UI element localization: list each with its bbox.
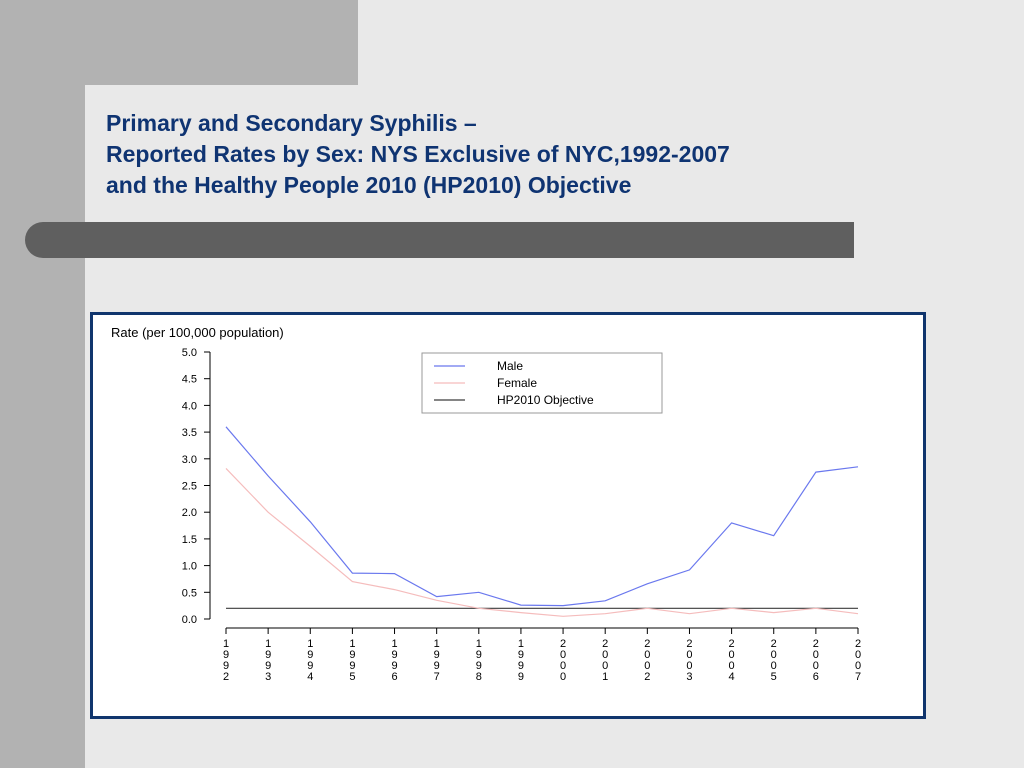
legend-label: HP2010 Objective xyxy=(497,393,594,407)
y-tick-label: 4.0 xyxy=(182,400,197,412)
title-divider-bar xyxy=(25,222,854,258)
left-decor-bar xyxy=(0,0,85,768)
series-line-female xyxy=(225,467,859,617)
y-axis-label: Rate (per 100,000 population) xyxy=(111,325,284,340)
y-tick-label: 2.5 xyxy=(182,481,197,493)
series-line-male xyxy=(225,426,859,607)
y-tick-label: 1.5 xyxy=(182,534,197,546)
y-tick-label: 0.5 xyxy=(182,587,197,599)
x-axis-ticks: 1 9 9 2 1 9 9 3 1 9 9 4 1 9 9 5 1 9 9 6 1 9 9 7 1 9 9 8 1 9 9 9 2 0 0 0 2 0 0 1… xyxy=(223,628,861,683)
y-tick-label: 1.0 xyxy=(182,561,197,573)
slide-title-line-2: Reported Rates by Sex: NYS Exclusive of … xyxy=(106,141,730,167)
y-tick-label: 3.0 xyxy=(182,454,197,466)
y-tick-label: 2.0 xyxy=(182,507,197,519)
legend-label: Female xyxy=(497,376,537,390)
legend-label: Male xyxy=(497,359,523,373)
y-tick-label: 0.0 xyxy=(182,614,197,626)
y-tick-label: 4.5 xyxy=(182,374,197,386)
slide-title-line-1: Primary and Secondary Syphilis – xyxy=(106,110,477,136)
slide-title: Primary and Secondary Syphilis – Reporte… xyxy=(106,108,730,201)
y-tick-label: 5.0 xyxy=(182,347,197,359)
legend: Male Female HP2010 Objective xyxy=(421,352,663,414)
y-tick-label: 3.5 xyxy=(182,427,197,439)
line-chart: Rate (per 100,000 population) 0.0 0.5 1.0 1… xyxy=(111,325,861,683)
top-decor-bar xyxy=(0,0,358,85)
chart-frame: Rate (per 100,000 population) 0.0 0.5 1.0 1… xyxy=(90,312,926,719)
slide-title-line-3: and the Healthy People 2010 (HP2010) Obj… xyxy=(106,172,632,198)
y-axis-ticks: 0.0 0.5 1.0 1.5 2.0 2.5 3.0 3.5 4.0 4.5 5.0 xyxy=(182,347,210,626)
series-layer xyxy=(225,426,859,617)
